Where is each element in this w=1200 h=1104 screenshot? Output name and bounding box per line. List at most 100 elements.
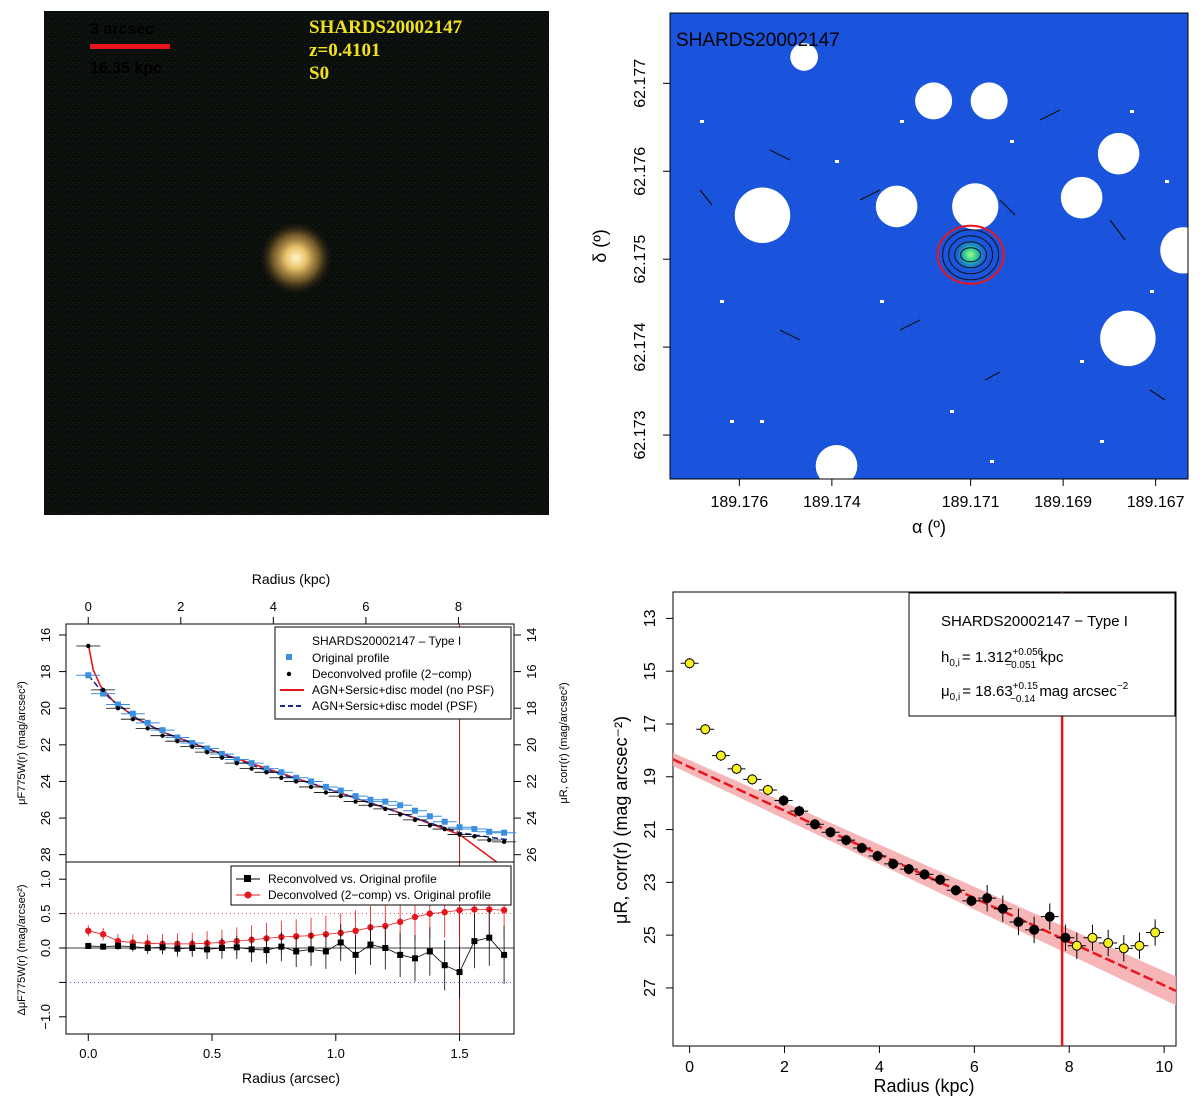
original-point — [441, 818, 448, 825]
original-point — [456, 824, 463, 831]
mask-circle — [734, 187, 791, 243]
reconvolved-point — [263, 947, 270, 954]
profile-left-tick-label: 18 — [38, 664, 53, 678]
mask-speck — [700, 120, 704, 123]
deconvolved-point — [86, 643, 91, 649]
profile-right-tick-label: 24 — [524, 811, 539, 825]
mask-speck — [1010, 140, 1014, 143]
fit-y-axis-label: μR, corr(r) (mag arcsec⁻²) — [611, 716, 631, 924]
fitted-point — [935, 874, 946, 885]
profile-series — [76, 624, 517, 1034]
reconvolved-point — [114, 942, 121, 949]
contour-fragment — [769, 149, 791, 161]
original-point — [263, 765, 270, 772]
reconvolved-point — [382, 945, 389, 951]
residual-y-tick-label: 0.5 — [38, 905, 53, 923]
profile-left-tick-label: 28 — [38, 847, 53, 861]
source-group — [936, 224, 1005, 285]
excluded-point — [747, 774, 758, 785]
scale-bar-arcsec-label: 3 arcsec — [90, 21, 154, 38]
deconvolved-point — [115, 706, 121, 711]
reconvolved-point — [308, 946, 315, 953]
legend-label-deconvolved: Deconvolved profile (2−comp) — [312, 667, 472, 681]
reconvolved-point — [367, 941, 374, 948]
residual-series — [66, 881, 514, 999]
excluded-point — [1087, 932, 1098, 943]
deconvolved-point — [219, 755, 225, 760]
mask-circle — [1100, 310, 1156, 367]
reconvolved-point — [456, 969, 463, 976]
deconvolved-res-point — [382, 922, 389, 930]
object-name-label: SHARDS20002147 — [309, 17, 463, 38]
residual-panel: 0.0 0.5 1.0 1.5 −1.0 0.0 0.5 1.0 Radius (arcsec… — [16, 861, 515, 1086]
reconvolved-point — [189, 945, 196, 951]
deconvolved-res-point — [352, 927, 359, 934]
fit-x-tick-label: 0 — [685, 1059, 694, 1076]
mask-circle — [970, 82, 1008, 120]
original-point — [471, 826, 478, 833]
profile-top-tick-label: 0 — [85, 599, 92, 614]
original-point — [218, 750, 225, 757]
mask-circle — [1160, 227, 1188, 274]
profile-left-tick-label: 20 — [38, 701, 53, 715]
reconvolved-point — [411, 955, 418, 962]
deconvolved-point — [487, 837, 492, 843]
excluded-point — [684, 658, 695, 669]
residual-y-tick-label: 1.0 — [38, 870, 53, 888]
source-contour — [954, 241, 988, 269]
fit-y-tick-label: 23 — [642, 873, 659, 891]
fit-y-tick-label: 27 — [642, 979, 659, 997]
residual-x-axis-label: Radius (arcsec) — [242, 1070, 340, 1086]
map-x-tick-label: 189.171 — [942, 494, 1000, 511]
sky-map-panel: SHARDS20002147 189.176 189.174 189.171 189.… — [590, 12, 1189, 537]
profile-right-tick-label: 26 — [524, 847, 539, 861]
fitted-point — [1060, 932, 1071, 943]
fit-x-tick-label: 8 — [1065, 1059, 1074, 1076]
legend-label-original: Original profile — [312, 651, 390, 665]
deconvolved-res-point — [456, 906, 463, 914]
fitted-point — [997, 903, 1008, 914]
source-contour — [948, 235, 994, 275]
mask-speck — [835, 160, 839, 163]
deconvolved-point — [501, 839, 507, 845]
map-y-tick-label: 62.176 — [632, 147, 649, 196]
original-point — [114, 701, 121, 708]
deconvolved-res-point — [396, 918, 404, 926]
deconvolved-point — [412, 817, 418, 823]
original-point — [144, 719, 151, 726]
mask-circle — [915, 82, 953, 120]
deconvolved-point — [442, 826, 447, 832]
deconvolved-res-point — [471, 906, 478, 913]
deconvolved-point — [353, 799, 358, 804]
deconvolved-point — [175, 738, 180, 744]
fit-x-axis-label: Radius (kpc) — [873, 1076, 974, 1096]
residual-y-axis-label: ΔμF775W(r) (mag/arcsec²) — [16, 884, 28, 1015]
fit-frame — [672, 591, 1177, 1047]
reconvolved-point — [486, 934, 493, 941]
deconvolved-point — [427, 823, 433, 828]
source-contour — [960, 247, 982, 263]
fitted-point — [1029, 924, 1040, 935]
fitted-point — [809, 819, 820, 830]
profile-right-ticks: 14 16 18 20 22 24 26 — [514, 628, 539, 862]
deconvolved-point — [249, 766, 254, 771]
fit-legend — [908, 592, 1176, 717]
mask-speck — [880, 300, 884, 303]
original-point — [85, 672, 92, 679]
mask-circle — [1097, 132, 1140, 175]
fit-x-tick-label: 2 — [780, 1059, 789, 1076]
reconvolved-point — [337, 939, 344, 946]
fit-ticks: 0 2 4 6 8 10 13 15 17 19 21 23 25 27 — [642, 609, 1173, 1076]
original-point — [248, 760, 255, 767]
original-point — [204, 745, 211, 752]
original-point — [159, 727, 166, 734]
profile-legend-title: SHARDS20002147 – Type I — [312, 634, 461, 648]
reconvolved-point — [100, 943, 107, 950]
scale-bar — [90, 44, 170, 49]
profile-top-axis-label: Radius (kpc) — [252, 571, 331, 587]
deconvolved-res-point — [426, 910, 434, 917]
reconvolved-point — [397, 951, 404, 958]
reconvolved-point — [248, 946, 255, 953]
mask-speck — [1165, 180, 1169, 183]
map-x-tick-label: 189.167 — [1127, 494, 1185, 511]
